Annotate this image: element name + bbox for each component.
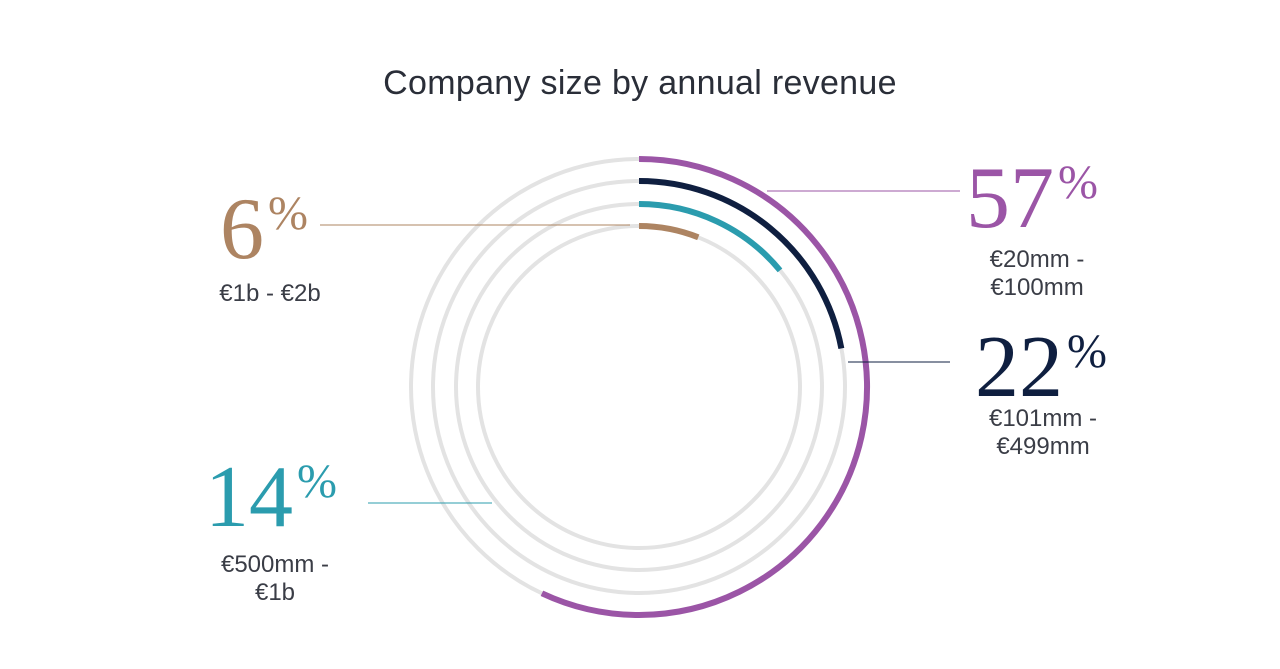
ring-bars [540, 156, 870, 618]
range-line-1: €20mm - [989, 246, 1085, 273]
range-line-1: €500mm - [220, 551, 330, 578]
value-number: 6 [220, 181, 264, 278]
ring-bar-6 [638, 223, 700, 241]
range-line-2: €1b [254, 579, 296, 606]
ring-bar-14 [638, 201, 783, 273]
range-line-2: €499mm [996, 433, 1090, 460]
percent-sign: % [1067, 325, 1107, 378]
range-label-1b-2b: €1b - €2b [200, 280, 340, 308]
percent-sign: % [268, 187, 308, 240]
range-label-101mm-499mm: €101mm - €499mm [973, 405, 1113, 461]
ring-bar-57 [540, 156, 870, 618]
value-number: 14 [205, 449, 293, 546]
value-label-14: 14% [205, 454, 337, 542]
percent-sign: % [1058, 156, 1098, 209]
value-label-57: 57% [966, 155, 1098, 243]
value-number: 57 [966, 150, 1054, 247]
range-line-1: €1b - €2b [219, 280, 321, 307]
ring-track-6 [476, 224, 802, 550]
chart-title: Company size by annual revenue [383, 64, 897, 102]
ring-bar-22 [638, 178, 845, 349]
percent-sign: % [297, 455, 337, 508]
value-label-22: 22% [975, 324, 1107, 412]
range-label-500mm-1b: €500mm - €1b [205, 551, 345, 607]
range-label-20mm-100mm: €20mm - €100mm [967, 246, 1107, 302]
value-label-6: 6% [220, 186, 308, 274]
value-number: 22 [975, 319, 1063, 416]
leader-lines [320, 190, 960, 504]
range-line-2: €100mm [990, 274, 1084, 301]
range-line-1: €101mm - [988, 405, 1098, 432]
